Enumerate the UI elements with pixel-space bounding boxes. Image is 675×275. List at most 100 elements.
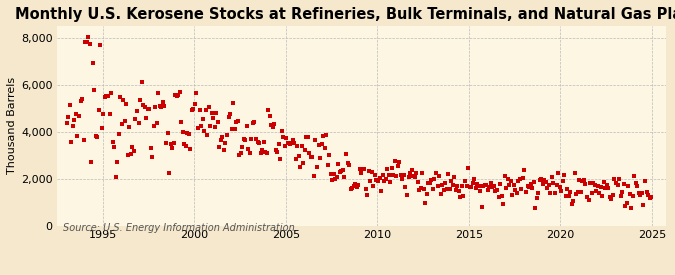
- Point: [156, 104, 167, 109]
- Point: [400, 185, 411, 190]
- Point: [530, 206, 541, 210]
- Point: [475, 189, 485, 193]
- Point: [633, 191, 644, 195]
- Point: [188, 107, 199, 111]
- Point: [490, 188, 501, 193]
- Point: [271, 147, 281, 152]
- Point: [84, 42, 95, 46]
- Point: [308, 174, 319, 178]
- Point: [429, 177, 440, 181]
- Point: [506, 179, 516, 184]
- Point: [315, 156, 325, 160]
- Point: [508, 183, 519, 187]
- Point: [618, 182, 629, 186]
- Point: [321, 133, 331, 138]
- Point: [438, 188, 449, 192]
- Point: [611, 181, 622, 185]
- Point: [484, 185, 495, 189]
- Point: [431, 170, 441, 175]
- Point: [354, 166, 365, 171]
- Point: [518, 176, 529, 180]
- Point: [455, 195, 466, 199]
- Point: [507, 193, 518, 197]
- Point: [344, 163, 354, 168]
- Point: [205, 124, 215, 128]
- Point: [520, 190, 531, 194]
- Point: [89, 88, 100, 92]
- Point: [554, 185, 565, 189]
- Point: [345, 187, 356, 191]
- Point: [529, 180, 539, 184]
- Point: [151, 121, 162, 125]
- Point: [614, 177, 624, 182]
- Point: [289, 141, 300, 145]
- Point: [612, 183, 623, 187]
- Point: [542, 186, 553, 191]
- Point: [145, 146, 156, 150]
- Point: [279, 144, 290, 148]
- Point: [142, 107, 153, 111]
- Point: [556, 188, 566, 193]
- Point: [497, 202, 508, 207]
- Point: [269, 122, 279, 126]
- Point: [333, 162, 344, 166]
- Point: [284, 141, 295, 146]
- Point: [254, 141, 265, 145]
- Point: [328, 172, 339, 177]
- Point: [644, 196, 655, 200]
- Point: [185, 147, 196, 151]
- Point: [134, 98, 145, 102]
- Point: [559, 173, 570, 177]
- Point: [292, 144, 302, 148]
- Point: [99, 95, 110, 100]
- Point: [246, 137, 256, 141]
- Point: [624, 192, 635, 197]
- Point: [391, 174, 402, 178]
- Point: [565, 190, 576, 194]
- Point: [112, 160, 123, 164]
- Point: [617, 190, 628, 195]
- Point: [141, 116, 152, 121]
- Point: [121, 101, 132, 106]
- Point: [478, 184, 489, 189]
- Point: [414, 188, 425, 192]
- Point: [312, 165, 323, 169]
- Point: [586, 191, 597, 195]
- Point: [545, 191, 556, 195]
- Point: [93, 108, 104, 112]
- Point: [126, 152, 136, 156]
- Point: [592, 184, 603, 188]
- Point: [386, 166, 397, 170]
- Point: [211, 111, 221, 115]
- Point: [418, 187, 429, 192]
- Point: [403, 175, 414, 179]
- Point: [380, 177, 391, 181]
- Point: [500, 174, 510, 178]
- Point: [512, 191, 522, 195]
- Point: [136, 79, 147, 84]
- Point: [295, 165, 306, 169]
- Point: [351, 185, 362, 189]
- Point: [81, 40, 92, 45]
- Point: [571, 191, 582, 196]
- Point: [583, 197, 594, 202]
- Point: [347, 185, 358, 190]
- Point: [432, 183, 443, 188]
- Point: [370, 172, 381, 177]
- Point: [304, 150, 315, 155]
- Point: [194, 108, 205, 112]
- Point: [184, 132, 194, 136]
- Point: [186, 108, 197, 112]
- Point: [338, 168, 348, 172]
- Point: [115, 95, 126, 99]
- Point: [316, 141, 327, 146]
- Point: [623, 184, 634, 188]
- Point: [214, 145, 225, 149]
- Point: [388, 173, 399, 177]
- Point: [331, 175, 342, 180]
- Point: [543, 183, 554, 188]
- Point: [159, 104, 170, 108]
- Point: [147, 154, 158, 159]
- Point: [182, 130, 193, 135]
- Point: [275, 157, 286, 161]
